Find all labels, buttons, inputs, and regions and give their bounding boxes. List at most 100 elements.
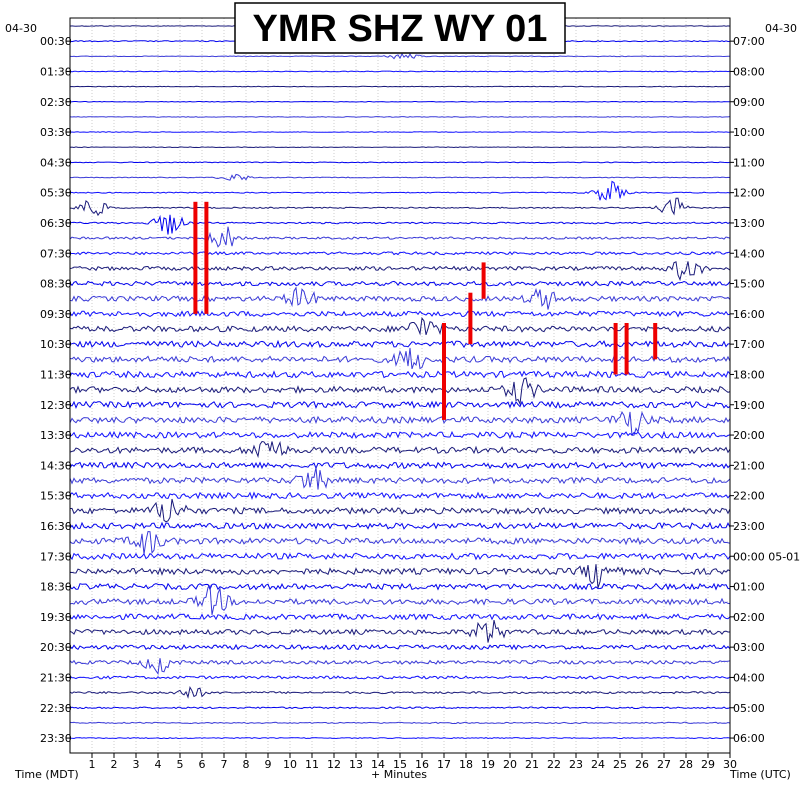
right-time-label: 20:00: [733, 429, 765, 442]
left-time-label: 19:30: [40, 611, 72, 624]
x-tick-label: 15: [393, 758, 407, 771]
seismic-trace-row: [69, 721, 731, 725]
seismic-trace-row: [69, 70, 731, 73]
left-time-label: 07:30: [40, 247, 72, 260]
left-time-label: 15:30: [40, 490, 72, 503]
clipped-signal-layer: [193, 201, 658, 420]
right-time-label: 19:00: [733, 399, 765, 412]
x-tick-label: 17: [437, 758, 451, 771]
seismic-trace-row: [69, 197, 731, 217]
seismic-trace-row: [69, 467, 731, 490]
seismic-trace-row: [69, 658, 731, 676]
seismic-trace-row: [69, 498, 731, 523]
x-axis-label-right: Time (UTC): [729, 768, 791, 781]
x-tick-label: 24: [591, 758, 605, 771]
left-time-label: 10:30: [40, 338, 72, 351]
right-time-label: 14:00: [733, 247, 765, 260]
left-time-label: 16:30: [40, 520, 72, 533]
left-time-label: 20:30: [40, 641, 72, 654]
seismic-trace-row: [69, 339, 731, 349]
x-tick-label: 1: [89, 758, 96, 771]
x-tick-label: 22: [547, 758, 561, 771]
seismic-trace-row: [69, 430, 731, 440]
right-time-label: 01:00: [733, 581, 765, 594]
clipped-signal-marker: [613, 323, 618, 375]
left-time-label: 09:30: [40, 308, 72, 321]
clipped-signal-marker: [468, 292, 473, 345]
clipped-signal-marker: [204, 201, 209, 314]
seismic-trace-row: [69, 643, 731, 651]
seismic-trace-row: [69, 85, 731, 88]
x-tick-label: 2: [111, 758, 118, 771]
seismic-trace-row: [69, 400, 731, 409]
seismic-trace-row: [69, 280, 731, 287]
right-time-label: 06:00: [733, 732, 765, 745]
x-tick-label: 16: [415, 758, 429, 771]
right-time-label: 22:00: [733, 490, 765, 503]
seismic-trace-row: [69, 377, 731, 406]
right-time-label: 09:00: [733, 96, 765, 109]
right-time-label: 03:00: [733, 641, 765, 654]
x-tick-label: 6: [199, 758, 206, 771]
x-tick-label: 11: [305, 758, 319, 771]
seismic-trace-row: [69, 347, 731, 370]
seismic-trace-row: [69, 613, 731, 621]
clipped-signal-marker: [442, 323, 446, 420]
right-time-label: 00:00 05-01: [733, 550, 800, 563]
date-label-right: 04-30: [765, 22, 797, 35]
x-tick-label: 21: [525, 758, 539, 771]
seismic-trace-row: [69, 173, 731, 181]
x-tick-label: 26: [635, 758, 649, 771]
x-tick-label: 19: [481, 758, 495, 771]
x-tick-label: 30: [723, 758, 737, 771]
right-time-label: 10:00: [733, 126, 765, 139]
right-time-label: 11:00: [733, 156, 765, 169]
x-tick-label: 18: [459, 758, 473, 771]
left-time-label: 03:30: [40, 126, 72, 139]
seismic-trace-row: [69, 564, 731, 589]
seismic-trace-row: [69, 52, 730, 60]
x-tick-layer: 1 2 3 4 5 6 7 8 9 10 11 12 13 14 15 16 17 18 19 20 21 22 23 24 2…: [89, 753, 737, 771]
right-time-label: 15:00: [733, 278, 765, 291]
clipped-signal-marker: [481, 262, 486, 299]
trace-layer: [69, 25, 731, 740]
right-time-label: 05:00: [733, 702, 765, 715]
x-tick-label: 5: [177, 758, 184, 771]
left-time-label: 00:30: [40, 35, 72, 48]
x-tick-label: 20: [503, 758, 517, 771]
left-time-label: 06:30: [40, 217, 72, 230]
seismic-trace-row: [69, 116, 731, 118]
left-time-label: 17:30: [40, 550, 72, 563]
x-tick-label: 12: [327, 758, 341, 771]
seismic-trace-row: [69, 552, 731, 561]
right-time-label: 02:00: [733, 611, 765, 624]
seismic-trace-row: [69, 370, 731, 379]
x-axis-label-center: + Minutes: [371, 768, 427, 781]
left-time-label: 21:30: [40, 671, 72, 684]
seismic-trace-row: [69, 521, 731, 530]
x-tick-label: 7: [221, 758, 228, 771]
x-tick-label: 29: [701, 758, 715, 771]
seismic-trace-row: [69, 737, 731, 740]
right-time-label: 13:00: [733, 217, 765, 230]
seismic-trace-row: [69, 161, 731, 164]
x-tick-label: 28: [679, 758, 693, 771]
left-time-label: 12:30: [40, 399, 72, 412]
x-tick-label: 10: [283, 758, 297, 771]
seismic-trace-row: [69, 310, 731, 318]
chart-title: YMR SHZ WY 01: [253, 8, 548, 50]
left-time-label: 01:30: [40, 65, 72, 78]
seismic-trace-row: [69, 530, 731, 555]
seismic-trace-row: [69, 582, 731, 591]
left-time-label: 02:30: [40, 96, 72, 109]
left-time-label: 14:30: [40, 459, 72, 472]
seismic-trace-row: [69, 131, 730, 133]
title-box: [234, 2, 566, 54]
seismic-trace-row: [69, 226, 731, 248]
left-time-label: 04:30: [40, 156, 72, 169]
seismic-trace-row: [69, 100, 730, 103]
right-time-label: 17:00: [733, 338, 765, 351]
seismic-trace-row: [69, 214, 731, 235]
left-time-label: 11:30: [40, 368, 72, 381]
